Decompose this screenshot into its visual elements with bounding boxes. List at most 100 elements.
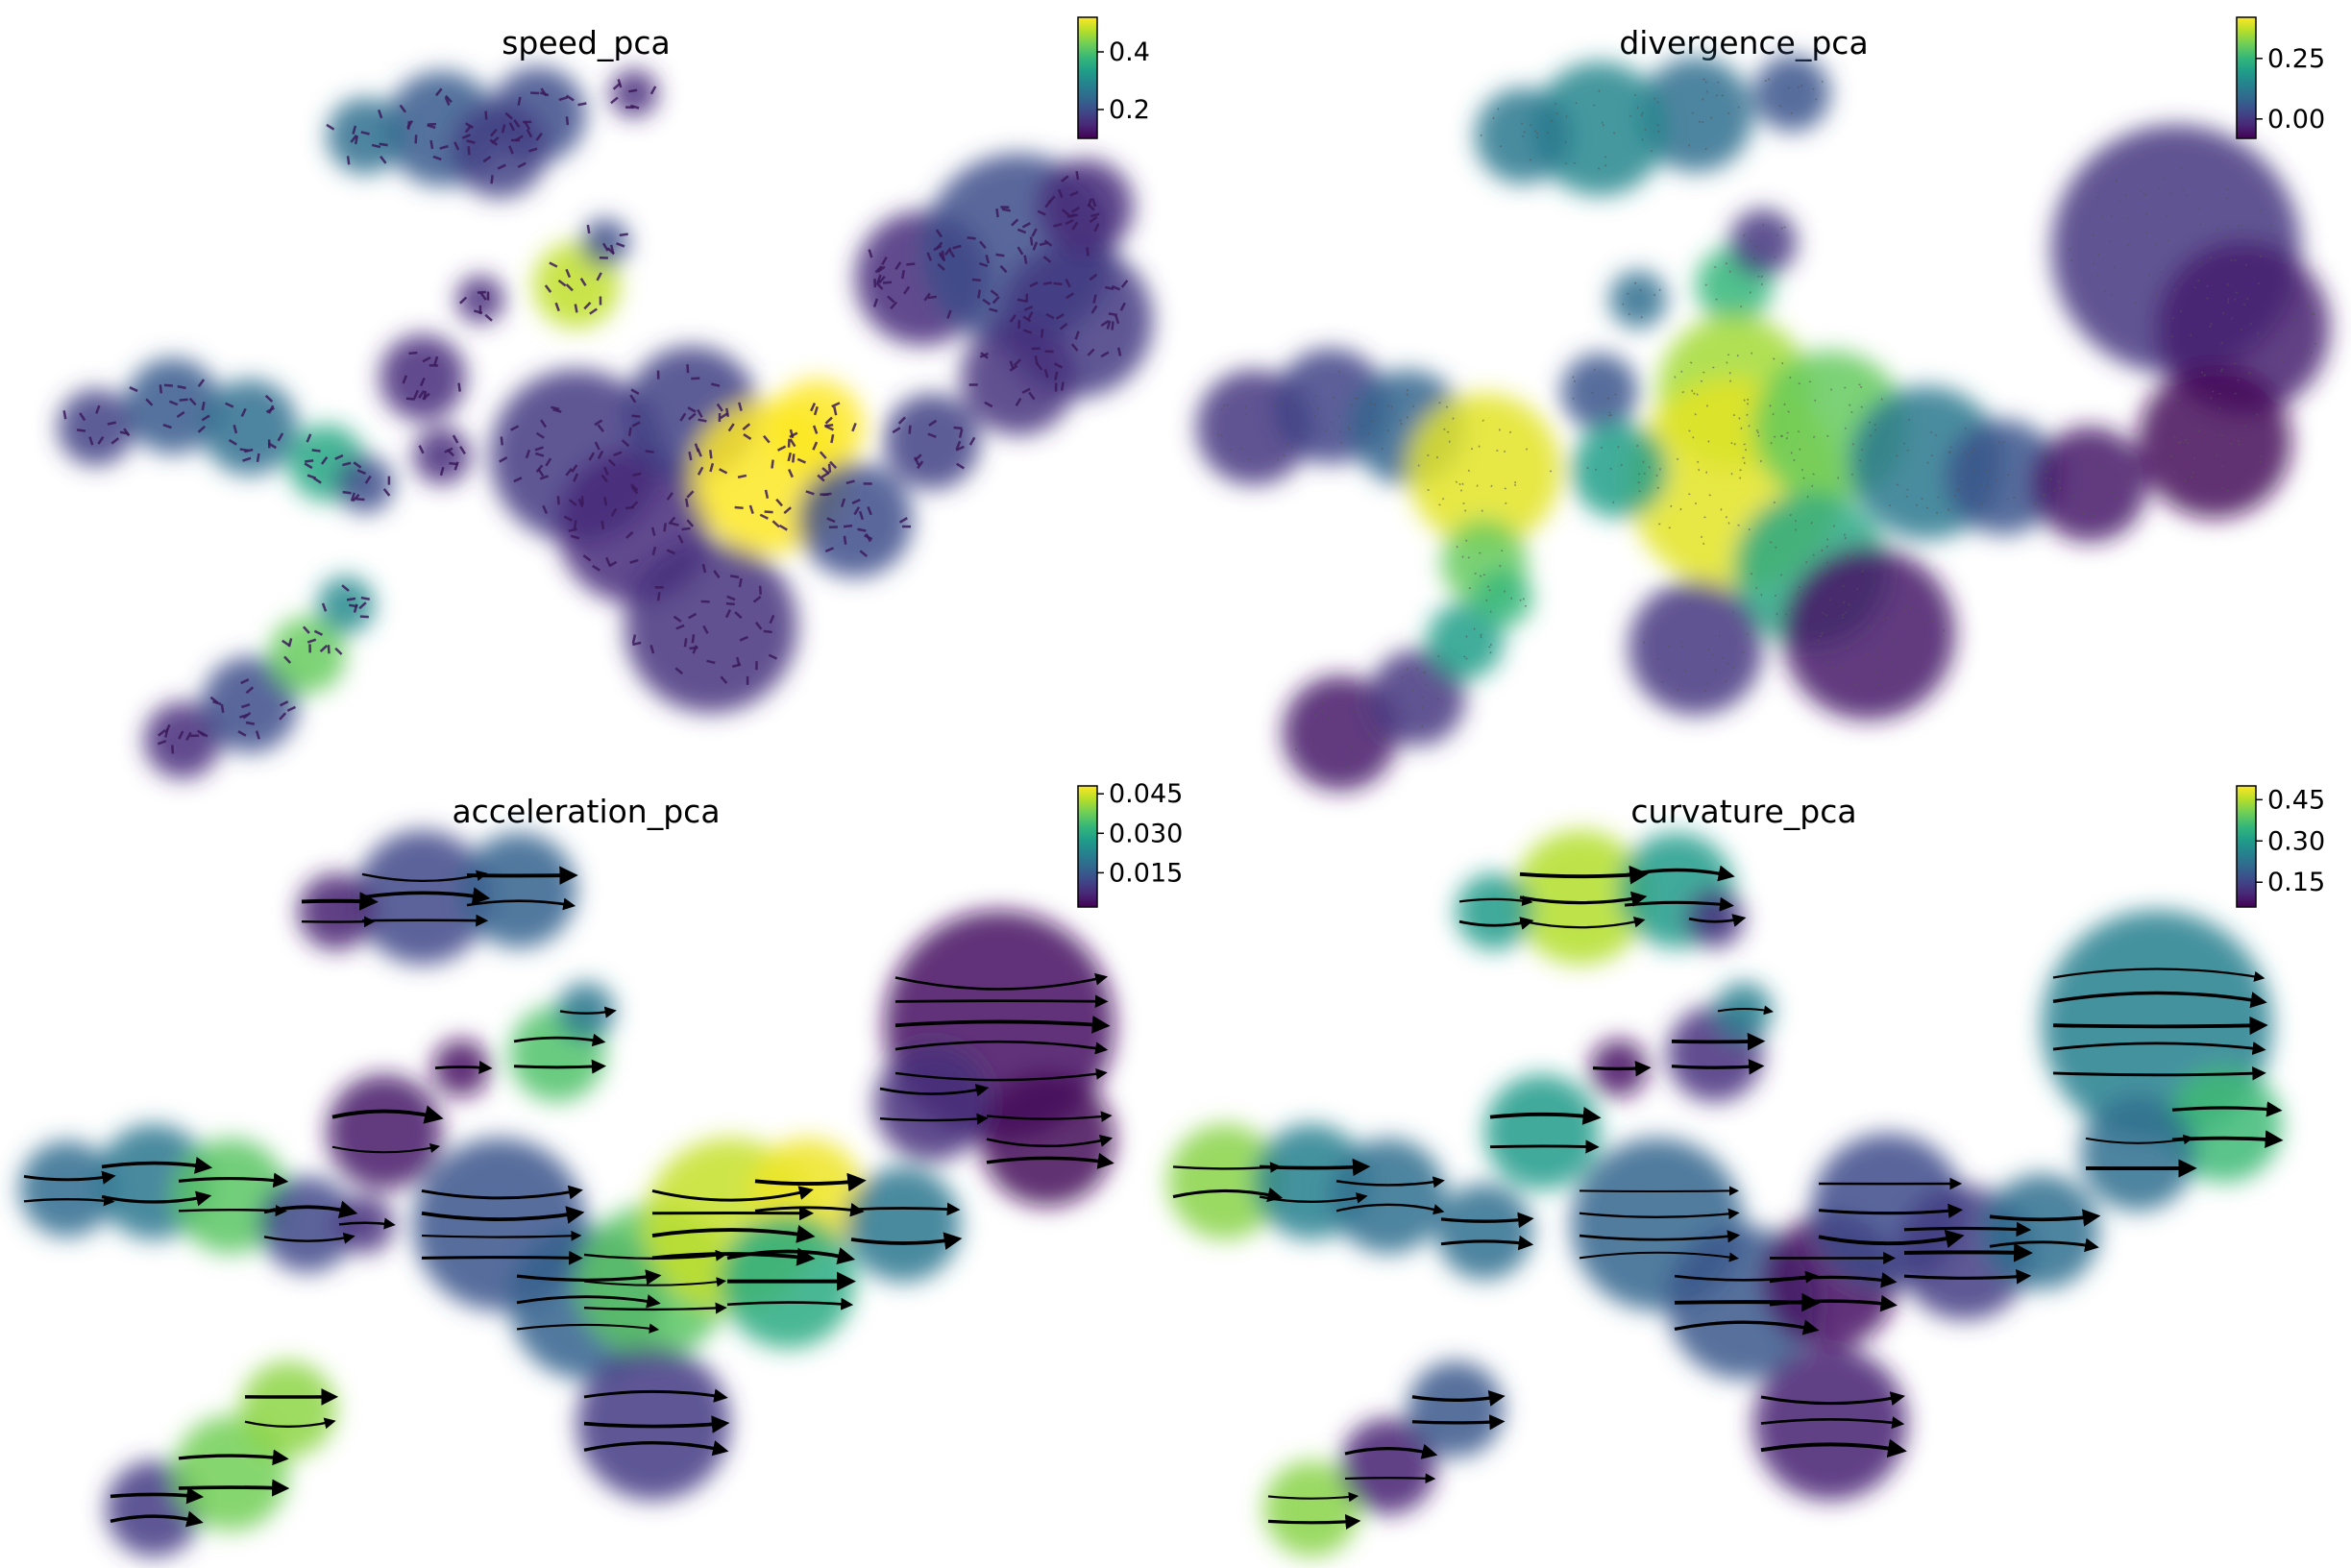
streamline	[651, 1247, 816, 1266]
velocity-arrow	[1791, 607, 1794, 610]
velocity-arrow	[978, 240, 987, 249]
velocity-arrow	[570, 534, 580, 540]
velocity-arrow	[1452, 417, 1455, 420]
velocity-arrow	[1476, 484, 1479, 487]
velocity-arrow	[840, 498, 846, 507]
velocity-arrow	[980, 352, 989, 359]
velocity-arrow	[1746, 413, 1749, 417]
velocity-arrow	[1995, 478, 1998, 482]
velocity-arrow	[2240, 329, 2242, 331]
velocity-arrow	[2225, 197, 2228, 200]
velocity-arrow	[1680, 640, 1683, 644]
velocity-arrow	[631, 414, 641, 418]
cell-cluster-divergence-10	[1369, 649, 1465, 746]
velocity-arrow	[1830, 566, 1833, 569]
velocity-arrow	[1406, 416, 1408, 419]
velocity-arrow	[2155, 242, 2158, 246]
streamline	[583, 1440, 729, 1457]
velocity-arrow	[985, 254, 991, 264]
velocity-arrow	[439, 466, 445, 477]
cell-cluster-curvature-4	[1167, 1124, 1283, 1239]
velocity-arrow	[1728, 372, 1731, 375]
velocity-arrow	[1546, 131, 1550, 135]
velocity-arrow	[358, 601, 367, 610]
velocity-arrow	[1461, 555, 1464, 558]
velocity-arrow	[1614, 393, 1617, 396]
velocity-arrow	[452, 434, 459, 444]
velocity-arrow	[971, 278, 981, 282]
cell-cluster-divergence-22	[1782, 547, 1955, 721]
streamline	[513, 1059, 607, 1074]
velocity-arrow	[1830, 388, 1833, 391]
velocity-arrow	[2283, 329, 2286, 331]
velocity-arrow	[2180, 309, 2183, 312]
velocity-arrow	[1040, 329, 1044, 338]
velocity-arrow	[444, 96, 451, 107]
velocity-arrow	[157, 740, 167, 746]
velocity-arrow	[1727, 112, 1730, 115]
velocity-arrow	[1702, 542, 1705, 546]
velocity-arrow	[594, 441, 600, 451]
velocity-arrow	[2110, 214, 2113, 218]
velocity-arrow	[326, 123, 335, 131]
velocity-arrow	[1937, 496, 1940, 499]
velocity-arrow	[2230, 317, 2234, 320]
velocity-arrow	[2115, 497, 2118, 500]
velocity-arrow	[197, 425, 207, 433]
velocity-arrow	[2173, 288, 2177, 292]
velocity-arrow	[1016, 246, 1024, 256]
velocity-arrow	[1979, 482, 1982, 485]
velocity-arrow	[1092, 294, 1097, 304]
velocity-arrow	[1421, 705, 1424, 709]
streamline	[1903, 1221, 2032, 1237]
velocity-arrow	[1520, 122, 1524, 125]
velocity-arrow	[1090, 305, 1098, 314]
velocity-arrow	[346, 156, 351, 165]
cell-cluster-acceleration-25	[874, 1045, 990, 1162]
velocity-arrow	[1987, 485, 1990, 488]
velocity-arrow	[1896, 483, 1899, 486]
velocity-arrow	[616, 242, 625, 248]
velocity-arrow	[1705, 682, 1709, 685]
velocity-arrow	[1727, 522, 1730, 525]
streamline	[879, 1113, 989, 1125]
velocity-arrow	[342, 461, 352, 467]
velocity-arrow	[97, 435, 105, 445]
velocity-arrow	[508, 122, 515, 132]
velocity-arrow	[632, 472, 642, 477]
velocity-arrow	[489, 138, 499, 146]
velocity-arrow	[2310, 352, 2313, 355]
velocity-arrow	[1812, 473, 1815, 476]
velocity-arrow	[371, 143, 381, 149]
panel-title-speed: speed_pca	[502, 24, 671, 61]
velocity-arrow	[510, 425, 520, 431]
velocity-arrow	[1108, 312, 1117, 317]
velocity-arrow	[504, 111, 513, 120]
velocity-arrow	[1111, 321, 1114, 331]
velocity-arrow	[1597, 167, 1601, 170]
velocity-arrow	[1948, 451, 1951, 453]
velocity-arrow	[677, 534, 684, 544]
streamline	[110, 1510, 204, 1528]
velocity-arrow	[2197, 429, 2201, 432]
streamline	[1172, 1187, 1284, 1203]
velocity-arrow	[1031, 228, 1038, 237]
velocity-arrow	[2034, 502, 2037, 505]
streamline	[434, 1060, 493, 1074]
velocity-arrow	[1104, 285, 1114, 291]
velocity-arrow	[1821, 632, 1824, 635]
velocity-arrow	[1849, 404, 1851, 406]
cell-cluster-curvature-20	[1753, 1346, 1907, 1501]
velocity-arrow	[461, 134, 472, 139]
streamline	[110, 1486, 205, 1505]
streamline	[651, 1186, 814, 1202]
streamline	[23, 1194, 115, 1207]
streamline	[101, 1157, 213, 1174]
velocity-arrow	[422, 392, 430, 401]
velocity-arrow	[1612, 132, 1616, 135]
velocity-arrow	[1814, 399, 1817, 403]
velocity-arrow	[1907, 418, 1911, 421]
velocity-arrow	[2292, 317, 2296, 320]
streamline	[1335, 1203, 1445, 1215]
velocity-arrow	[1728, 270, 1731, 273]
